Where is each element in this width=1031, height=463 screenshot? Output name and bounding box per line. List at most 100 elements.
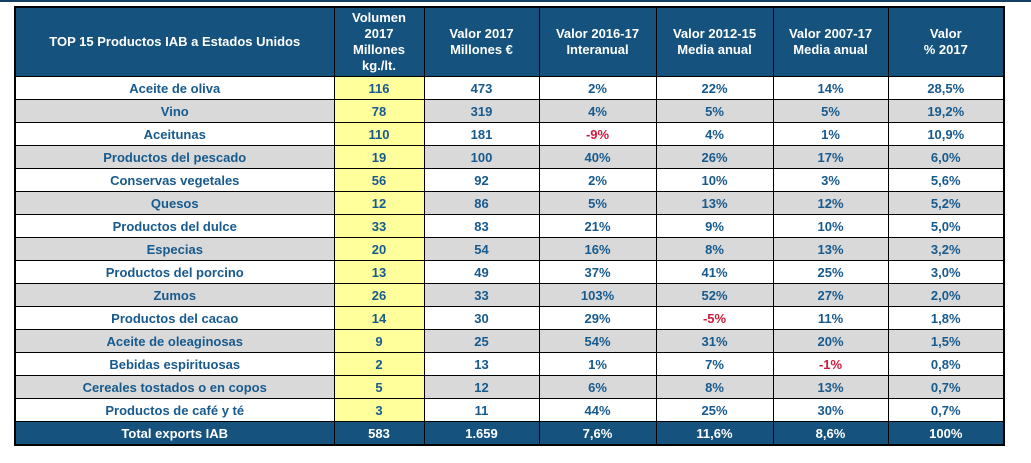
valor-2017-cell: 100 (423, 145, 540, 169)
product-cell: Aceite de oleaginosas (14, 329, 335, 353)
valor-2012-15-cell: 13% (655, 191, 774, 215)
valor-2007-17-cell: 14% (772, 76, 889, 100)
valor-2007-17-cell: 3% (772, 168, 889, 192)
valor-2007-17-cell: -1% (772, 352, 889, 376)
table-row: Cereales tostados o en copos 5 12 6% 8% 13% 0,… (14, 375, 1005, 399)
product-cell: Productos del porcino (14, 260, 335, 284)
volumen-cell: 20 (333, 237, 425, 261)
valor-2017-cell: 473 (423, 76, 540, 100)
total-valor-pct-cell: 100% (887, 421, 1005, 446)
valor-2016-17-cell: 40% (538, 145, 657, 169)
table-row: Aceite de oliva 116 473 2% 22% 14% 28,5% (14, 76, 1005, 100)
valor-2007-17-cell: 13% (772, 375, 889, 399)
header-valor-2012-15: Valor 2012-15 Media anual (655, 6, 774, 77)
valor-pct-cell: 1,8% (887, 306, 1005, 330)
valor-pct-cell: 1,5% (887, 329, 1005, 353)
exports-table: TOP 15 Productos IAB a Estados Unidos Vo… (14, 6, 1005, 446)
valor-2017-cell: 30 (423, 306, 540, 330)
valor-2017-cell: 12 (423, 375, 540, 399)
valor-2007-17-cell: 20% (772, 329, 889, 353)
valor-2012-15-cell: 8% (655, 375, 774, 399)
product-cell: Productos del dulce (14, 214, 335, 238)
valor-2012-15-cell: 8% (655, 237, 774, 261)
valor-2012-15-cell: 26% (655, 145, 774, 169)
valor-2007-17-cell: 27% (772, 283, 889, 307)
valor-2016-17-cell: 21% (538, 214, 657, 238)
valor-pct-cell: 19,2% (887, 99, 1005, 123)
product-cell: Aceite de oliva (14, 76, 335, 100)
valor-2007-17-cell: 17% (772, 145, 889, 169)
volumen-cell: 33 (333, 214, 425, 238)
valor-2016-17-cell: 4% (538, 99, 657, 123)
header-product: TOP 15 Productos IAB a Estados Unidos (14, 6, 335, 77)
header-valor-2016-17: Valor 2016-17 Interanual (538, 6, 657, 77)
table-row: Quesos 12 86 5% 13% 12% 5,2% (14, 191, 1005, 215)
valor-2007-17-cell: 5% (772, 99, 889, 123)
product-cell: Conservas vegetales (14, 168, 335, 192)
total-valor-2012-15-cell: 11,6% (655, 421, 774, 446)
table-row: Vino 78 319 4% 5% 5% 19,2% (14, 99, 1005, 123)
product-cell: Productos del pescado (14, 145, 335, 169)
valor-2012-15-cell: 22% (655, 76, 774, 100)
valor-2016-17-cell: 6% (538, 375, 657, 399)
volumen-cell: 14 (333, 306, 425, 330)
total-valor-2017-cell: 1.659 (423, 421, 540, 446)
valor-2017-cell: 181 (423, 122, 540, 146)
valor-2007-17-cell: 10% (772, 214, 889, 238)
volumen-cell: 2 (333, 352, 425, 376)
product-cell: Productos del cacao (14, 306, 335, 330)
total-label: Total exports IAB (14, 421, 335, 446)
total-volumen-cell: 583 (333, 421, 425, 446)
table-row: Productos de café y té 3 11 44% 25% 30% 0,7% (14, 398, 1005, 422)
table-row: Productos del cacao 14 30 29% -5% 11% 1,8% (14, 306, 1005, 330)
valor-2016-17-cell: 2% (538, 168, 657, 192)
valor-2017-cell: 92 (423, 168, 540, 192)
header-valor-2017: Valor 2017 Millones € (423, 6, 540, 77)
valor-2012-15-cell: 52% (655, 283, 774, 307)
valor-2007-17-cell: 11% (772, 306, 889, 330)
volumen-cell: 19 (333, 145, 425, 169)
total-valor-2016-17-cell: 7,6% (538, 421, 657, 446)
product-cell: Zumos (14, 283, 335, 307)
product-cell: Especias (14, 237, 335, 261)
valor-2007-17-cell: 25% (772, 260, 889, 284)
valor-pct-cell: 3,2% (887, 237, 1005, 261)
volumen-cell: 78 (333, 99, 425, 123)
product-cell: Quesos (14, 191, 335, 215)
valor-pct-cell: 0,7% (887, 398, 1005, 422)
valor-2017-cell: 54 (423, 237, 540, 261)
valor-pct-cell: 28,5% (887, 76, 1005, 100)
valor-2012-15-cell: 25% (655, 398, 774, 422)
valor-2017-cell: 13 (423, 352, 540, 376)
valor-2012-15-cell: 10% (655, 168, 774, 192)
volumen-cell: 56 (333, 168, 425, 192)
header-valor-2007-17: Valor 2007-17 Media anual (772, 6, 889, 77)
valor-2017-cell: 86 (423, 191, 540, 215)
valor-pct-cell: 5,2% (887, 191, 1005, 215)
table-row: Productos del porcino 13 49 37% 41% 25% 3,0% (14, 260, 1005, 284)
valor-pct-cell: 0,8% (887, 352, 1005, 376)
header-valor-pct-2017: Valor % 2017 (887, 6, 1005, 77)
valor-pct-cell: 0,7% (887, 375, 1005, 399)
product-cell: Vino (14, 99, 335, 123)
valor-2017-cell: 11 (423, 398, 540, 422)
header-volumen-2017: Volumen 2017 Millones kg./lt. (333, 6, 425, 77)
valor-2017-cell: 33 (423, 283, 540, 307)
table-body: Aceite de oliva 116 473 2% 22% 14% 28,5% Vino 78… (14, 76, 1005, 422)
valor-pct-cell: 2,0% (887, 283, 1005, 307)
product-cell: Productos de café y té (14, 398, 335, 422)
total-row: Total exports IAB 583 1.659 7,6% 11,6% 8… (14, 421, 1005, 446)
valor-2016-17-cell: 103% (538, 283, 657, 307)
valor-2016-17-cell: 54% (538, 329, 657, 353)
table-row: Productos del dulce 33 83 21% 9% 10% 5,0% (14, 214, 1005, 238)
table-row: Aceite de oleaginosas 9 25 54% 31% 20% 1,5% (14, 329, 1005, 353)
valor-2007-17-cell: 1% (772, 122, 889, 146)
valor-pct-cell: 10,9% (887, 122, 1005, 146)
table-row: Especias 20 54 16% 8% 13% 3,2% (14, 237, 1005, 261)
valor-2012-15-cell: 31% (655, 329, 774, 353)
valor-2017-cell: 319 (423, 99, 540, 123)
volumen-cell: 13 (333, 260, 425, 284)
valor-2017-cell: 83 (423, 214, 540, 238)
table-row: Bebidas espirituosas 2 13 1% 7% -1% 0,8% (14, 352, 1005, 376)
